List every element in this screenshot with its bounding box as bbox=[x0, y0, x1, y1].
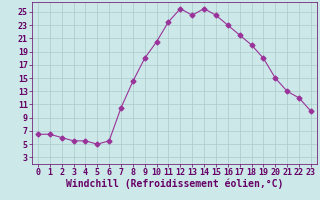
X-axis label: Windchill (Refroidissement éolien,°C): Windchill (Refroidissement éolien,°C) bbox=[66, 179, 283, 189]
